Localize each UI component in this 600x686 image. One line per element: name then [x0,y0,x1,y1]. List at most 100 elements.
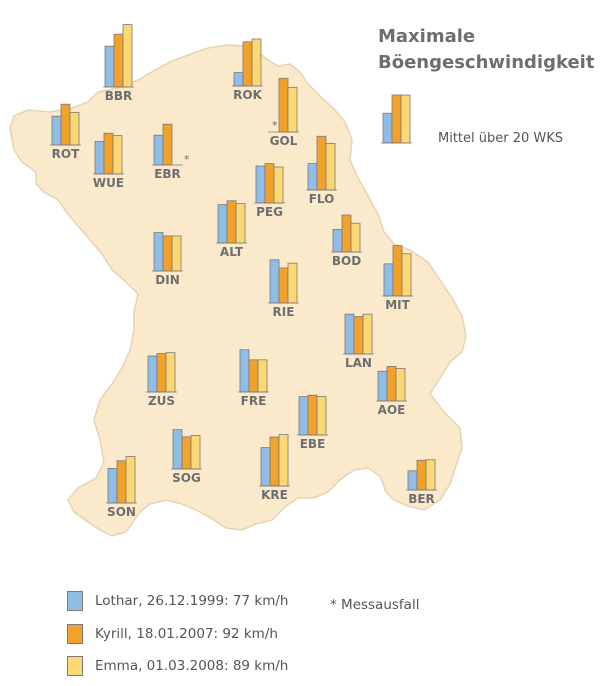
station-label-rie: RIE [273,305,295,319]
station-label-wue: WUE [93,176,124,190]
station-wue: WUE [93,132,124,190]
station-label-son: SON [107,505,136,519]
bar-bbr-lothar [104,45,115,88]
station-gol: GOL * [268,77,299,148]
station-rot: ROT [50,103,81,161]
station-ber: BER [406,459,437,506]
bar-mit-kyrill [392,245,403,297]
bar-peg-emma [273,166,284,204]
station-kre: KRE [259,434,290,502]
bar-alt-emma [235,203,246,244]
bar-peg-kyrill [264,163,275,204]
bar-aoe-kyrill [386,366,397,402]
station-sog: SOG [171,429,202,485]
legend-swatch-kyrill [67,624,83,644]
bar-ber-lothar [407,470,418,491]
bar-ber-kyrill [416,459,427,491]
bar-lan-kyrill [353,316,364,355]
station-label-aoe: AOE [378,403,406,417]
station-mit: MIT [382,245,413,312]
station-label-gol: GOL [270,134,298,148]
legend-swatch-emma [67,656,83,676]
bar-bbr-kyrill [113,33,124,88]
station-label-mit: MIT [385,298,410,312]
reference-label: Mittel über 20 WKS [438,131,564,146]
bar-kre-kyrill [269,436,280,487]
bar-bbr-emma [122,24,133,88]
bar-alt-kyrill [226,200,237,244]
bar-zus-lothar [147,355,158,393]
bar-gol-emma [287,86,298,133]
bar-gol-kyrill [278,77,289,133]
bar-rie-emma [287,262,298,304]
bar-rok-lothar [233,72,244,87]
station-bod: BOD [331,214,362,268]
bar-son-emma [125,456,136,504]
bar-wue-kyrill [103,132,114,175]
bar-zus-kyrill [156,353,167,393]
bar-rot-kyrill [60,103,71,146]
station-lan: LAN [343,313,374,370]
station-label-kre: KRE [261,488,288,502]
note-gol: * [272,119,278,132]
note-ebr: * [184,153,190,166]
bar-bod-lothar [332,229,343,253]
station-peg: PEG [254,163,285,219]
bar-peg-lothar [255,165,266,204]
bar-din-emma [171,235,182,272]
bar-rie-kyrill [278,267,289,304]
bar-fre-lothar [239,349,250,393]
station-label-fre: FRE [241,394,267,408]
bar-rot-lothar [51,115,62,146]
bar-wue-lothar [94,140,105,175]
bavaria-outline [9,44,467,537]
bar-fre-emma [257,359,268,393]
bar-zus-emma [165,352,176,393]
bar-rok-kyrill [242,41,253,87]
bar-mit-emma [401,253,412,297]
station-aoe: AOE [376,366,407,417]
bar-din-kyrill [162,235,173,272]
bar-alt-lothar [217,204,228,244]
station-rie: RIE [268,259,299,319]
station-zus: ZUS [146,352,177,408]
bavaria-wind-map: BBR ROKROTGOL*WUEEBR*FLOPEGALTBODDINMITRI… [9,24,467,537]
station-din: DIN [152,232,183,287]
reference-bar-emma [400,94,411,144]
station-label-zus: ZUS [148,394,175,408]
legend-swatch-lothar [67,591,83,611]
legend-label-lothar: Lothar, 26.12.1999: 77 km/h [95,593,289,609]
station-ebe: EBE [297,394,328,451]
bar-fre-kyrill [248,359,259,393]
station-label-flo: FLO [309,192,335,206]
reference-bars [381,94,412,144]
bar-kre-emma [278,434,289,487]
station-rok: ROK [232,38,263,102]
legend-label-emma: Emma, 01.03.2008: 89 km/h [95,658,289,674]
bar-lan-emma [362,313,373,355]
bar-ebe-emma [316,396,327,436]
station-alt: ALT [216,200,247,259]
bar-flo-lothar [307,163,318,191]
reference-bar-lothar [382,112,393,144]
bar-sog-emma [190,434,201,470]
footnote-messausfall: * Messausfall [330,597,420,613]
bar-son-lothar [107,468,118,504]
station-label-alt: ALT [220,245,244,259]
bar-ber-emma [425,459,436,491]
bar-sog-kyrill [181,436,192,470]
station-label-rot: ROT [52,147,80,161]
bar-wue-emma [112,135,123,175]
station-label-bod: BOD [332,254,361,268]
bar-ebr-kyrill [162,123,173,166]
station-label-rok: ROK [233,88,262,102]
station-flo: FLO [306,135,337,206]
bar-rie-lothar [269,259,280,304]
station-label-bbr: BBR [105,89,133,103]
bar-bod-kyrill [341,214,352,253]
bar-ebr-lothar [153,134,164,166]
station-bbr: BBR [103,24,134,103]
station-label-ebr: EBR [154,167,181,181]
bar-sog-lothar [172,429,183,470]
bar-son-kyrill [116,460,127,504]
